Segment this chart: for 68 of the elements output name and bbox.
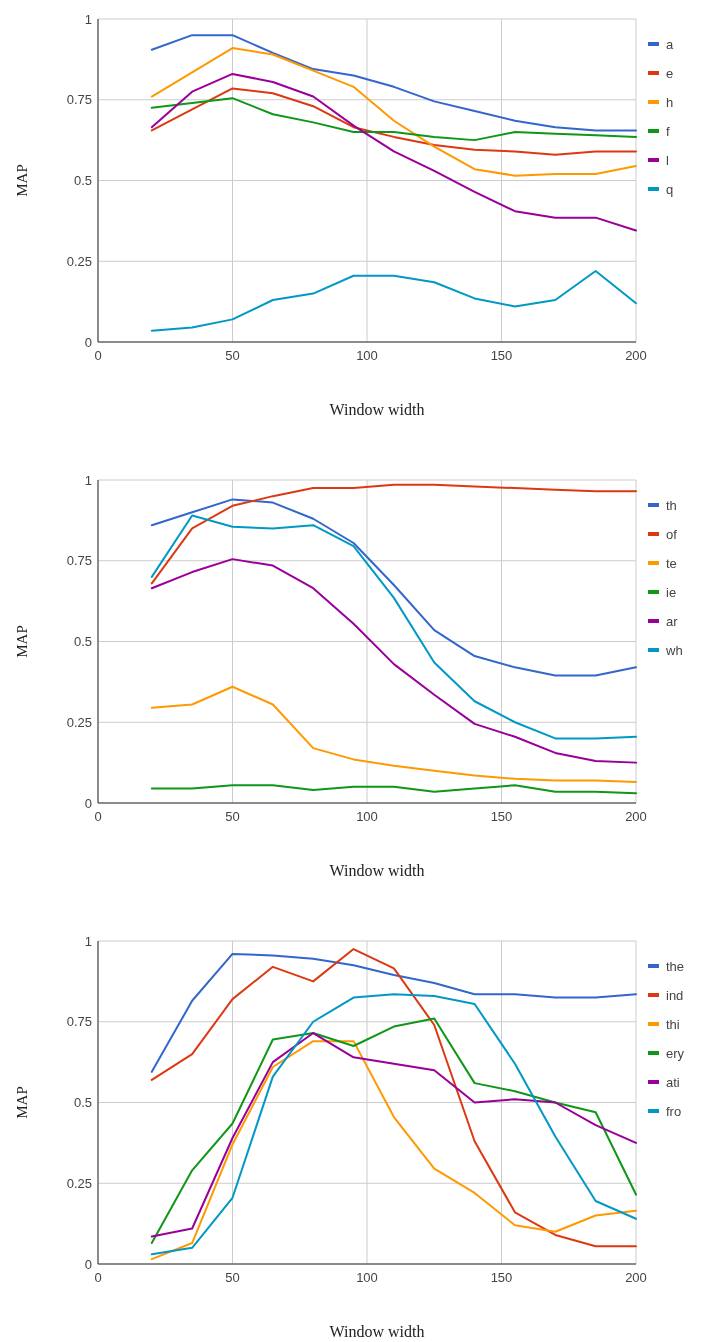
y-tick-label: 0.75 <box>66 92 92 108</box>
legend-label: ati <box>666 1074 680 1090</box>
legend-label: th <box>666 497 677 513</box>
line-series <box>150 514 637 740</box>
legend-label: ind <box>666 987 684 1003</box>
y-tick-label: 0.75 <box>66 553 92 569</box>
y-tick-label: 0 <box>84 1256 92 1272</box>
y-tick-label: 1 <box>84 472 92 488</box>
y-tick-label: 0.25 <box>66 253 92 269</box>
x-tick-label: 0 <box>94 1270 102 1285</box>
x-axis-title: Window width <box>329 401 425 418</box>
line-series <box>150 47 637 177</box>
x-tick-label: 200 <box>625 809 647 824</box>
x-tick-label: 200 <box>625 1270 647 1285</box>
line-series <box>150 269 637 332</box>
line-series <box>150 87 637 156</box>
line-series <box>150 34 637 132</box>
x-tick-label: 150 <box>490 809 513 824</box>
y-tick-label: 0.75 <box>66 1014 92 1030</box>
line-series <box>150 558 637 764</box>
x-tick-label: 50 <box>225 348 240 363</box>
y-tick-label: 0.5 <box>73 634 92 650</box>
y-tick-label: 0 <box>84 795 92 811</box>
x-tick-label: 50 <box>225 809 240 824</box>
legend-label: fro <box>666 1103 682 1119</box>
x-tick-label: 150 <box>490 348 513 363</box>
line-series <box>150 483 637 585</box>
y-tick-label: 1 <box>84 11 92 27</box>
y-axis-title: MAP <box>14 164 30 197</box>
y-tick-label: 0.5 <box>73 1095 92 1111</box>
y-axis-title: MAP <box>14 625 30 658</box>
x-tick-label: 100 <box>356 348 378 363</box>
y-tick-label: 1 <box>84 933 92 949</box>
y-tick-label: 0.5 <box>73 173 92 189</box>
legend-label: thi <box>666 1016 680 1032</box>
legend-label: ery <box>666 1045 685 1061</box>
legend-label: wh <box>665 642 683 658</box>
x-tick-label: 50 <box>225 1270 240 1285</box>
line-series <box>150 685 637 784</box>
x-tick-label: 150 <box>490 1270 513 1285</box>
legend-label: a <box>666 36 674 52</box>
y-tick-label: 0 <box>84 334 92 350</box>
x-tick-label: 0 <box>94 348 102 363</box>
legend-label: of <box>666 526 678 542</box>
x-axis-title: Window width <box>329 862 425 879</box>
x-tick-label: 200 <box>625 348 647 363</box>
line-series <box>150 97 637 142</box>
x-axis-title: Window width <box>329 1323 425 1340</box>
line-series <box>150 948 637 1248</box>
line-series <box>150 498 637 677</box>
y-tick-label: 0.25 <box>66 714 92 730</box>
legend-label: the <box>666 958 685 974</box>
x-tick-label: 100 <box>356 809 378 824</box>
legend-label: q <box>666 181 674 197</box>
y-axis-title: MAP <box>14 1086 30 1119</box>
line-series <box>150 784 637 795</box>
legend-label: ar <box>666 613 679 629</box>
x-tick-label: 100 <box>356 1270 378 1285</box>
legend-label: te <box>666 555 677 571</box>
legend-label: h <box>666 94 674 110</box>
legend-label: e <box>666 65 674 81</box>
line-series <box>150 952 637 1073</box>
line-series <box>150 72 637 232</box>
y-tick-label: 0.25 <box>66 1175 92 1191</box>
legend-label: l <box>666 152 669 168</box>
legend-label: ie <box>666 584 677 600</box>
legend-label: f <box>666 123 670 139</box>
x-tick-label: 0 <box>94 809 102 824</box>
